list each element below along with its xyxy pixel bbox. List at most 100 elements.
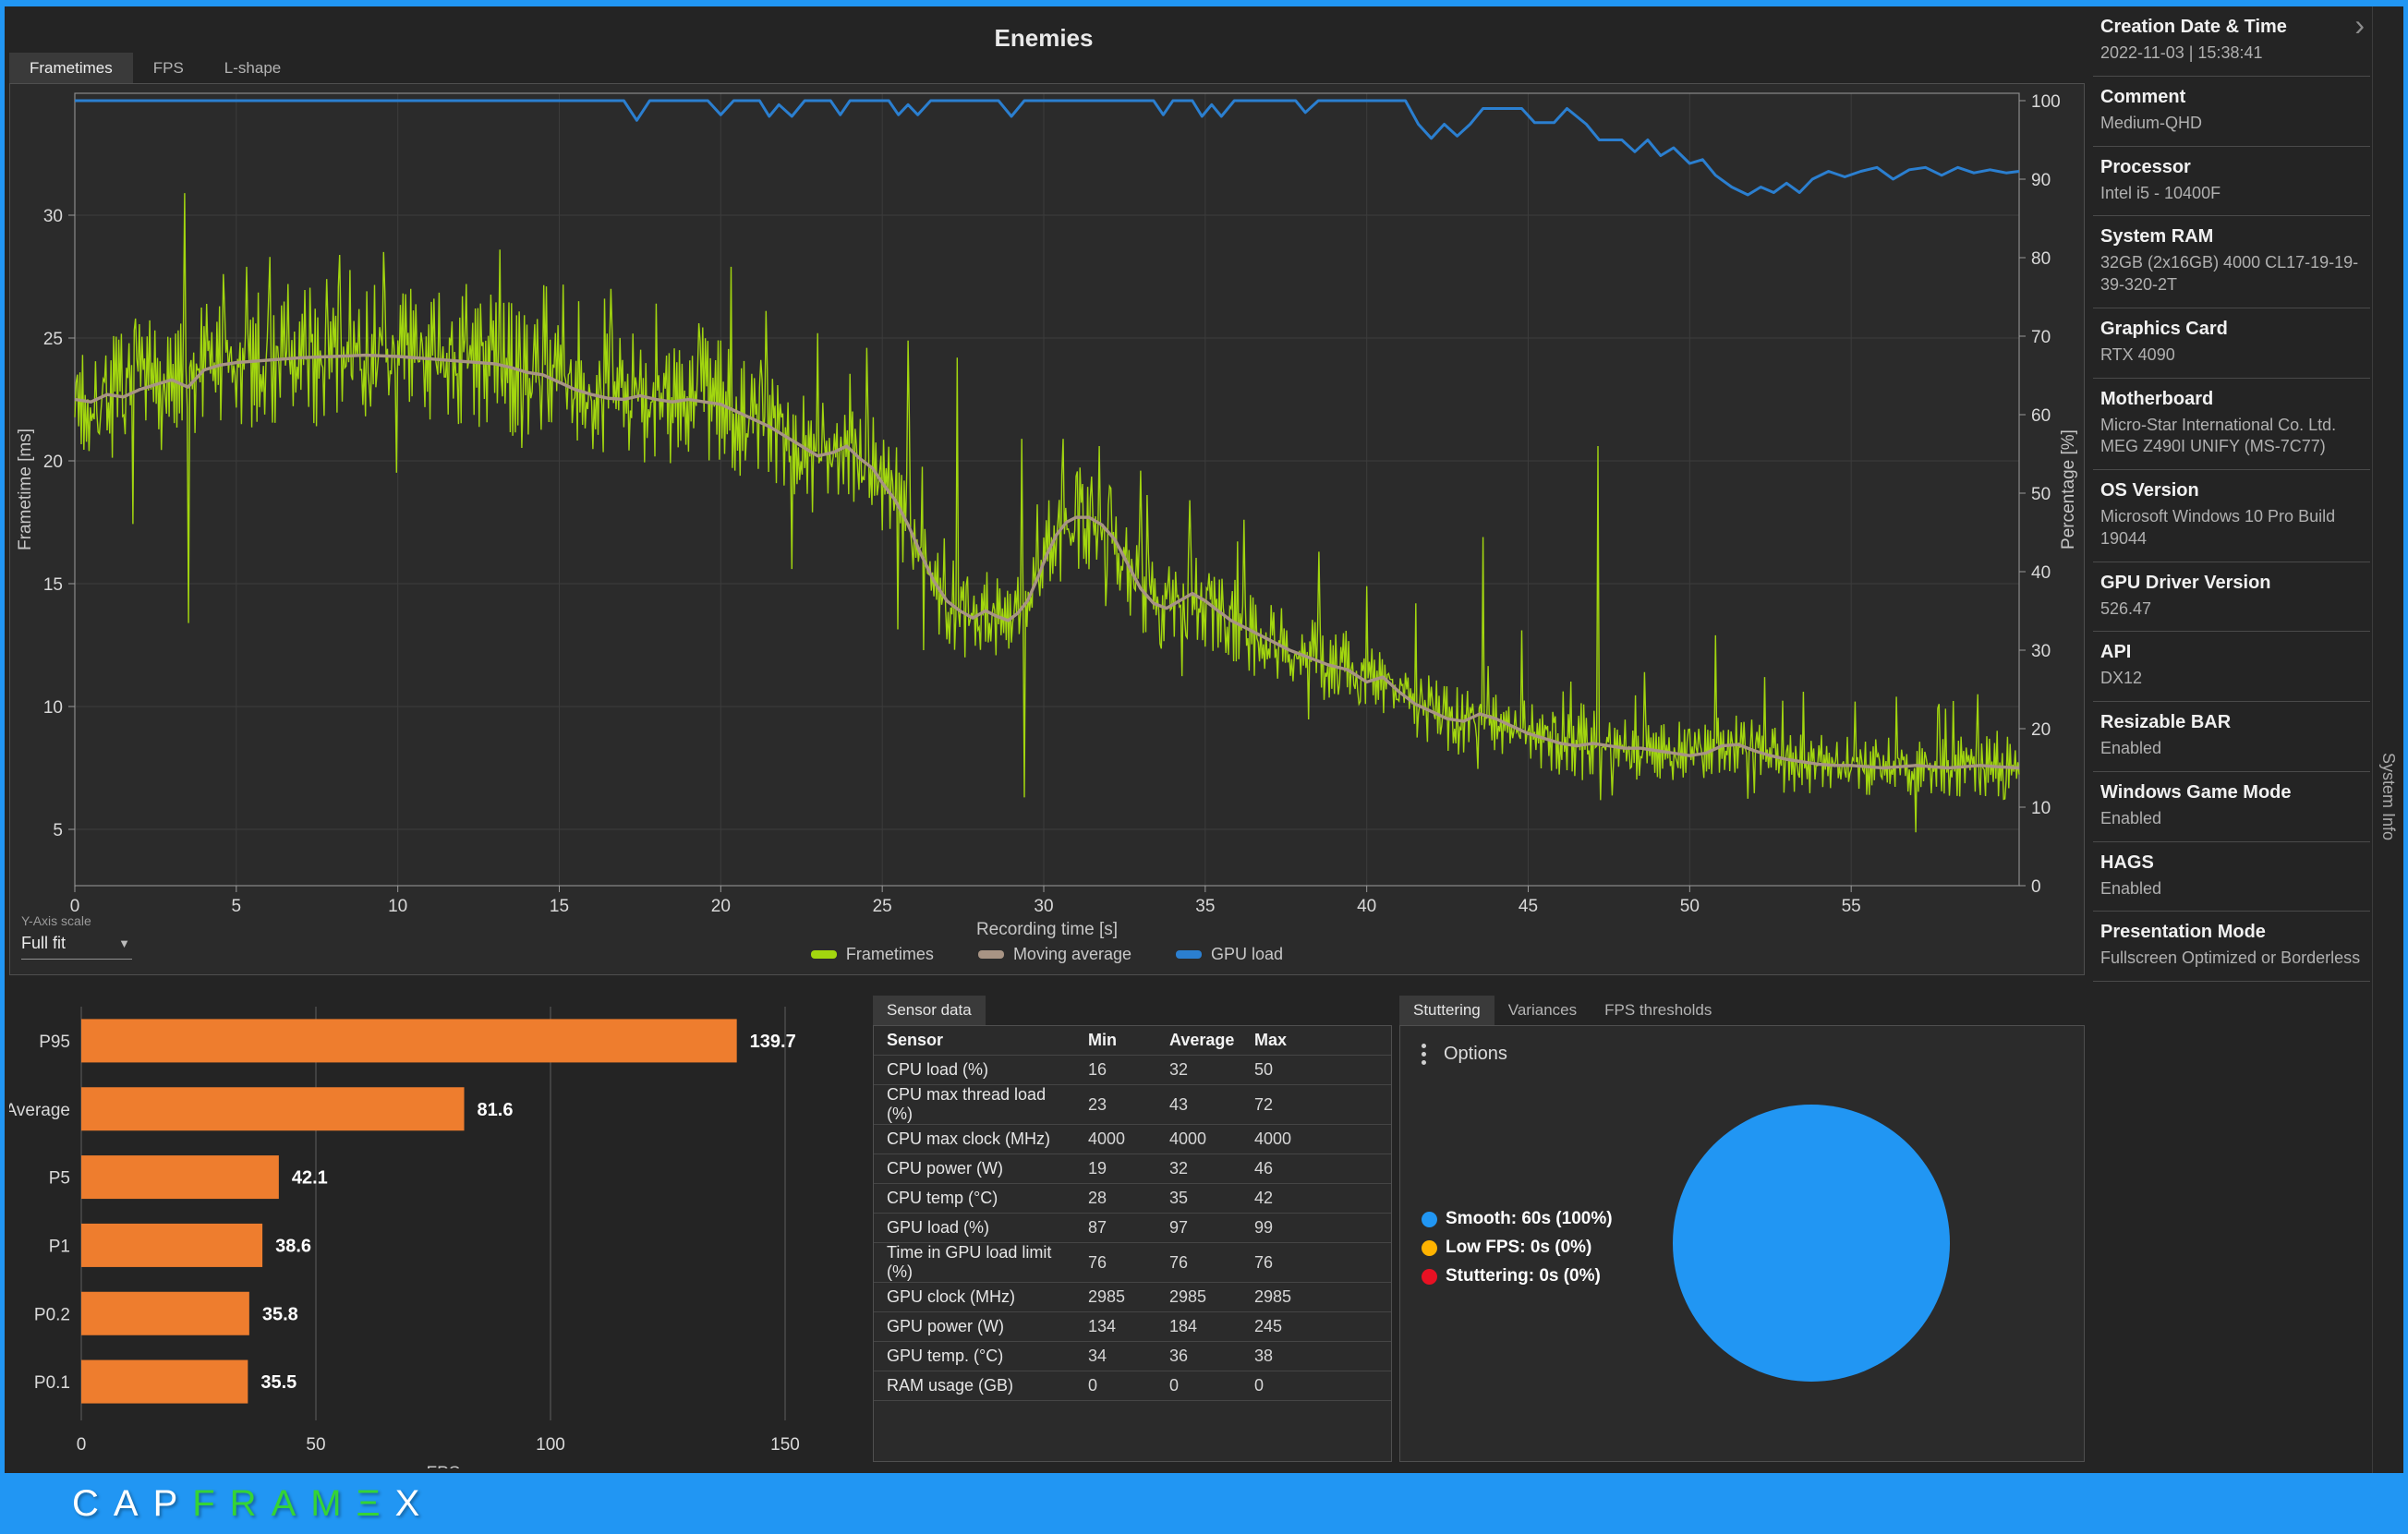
svg-text:20: 20 [43, 453, 63, 472]
table-row: GPU load (%) 87 97 99 [874, 1213, 1391, 1243]
svg-text:35.8: 35.8 [262, 1304, 298, 1324]
bar-p0-1 [81, 1359, 248, 1404]
sysinfo-item: HAGS Enabled [2093, 842, 2370, 912]
tab-fps-thresholds[interactable]: FPS thresholds [1604, 1001, 1712, 1019]
svg-text:Frametime [ms]: Frametime [ms] [16, 429, 35, 550]
svg-text:P0.2: P0.2 [34, 1305, 70, 1324]
svg-text:45: 45 [1519, 897, 1538, 916]
svg-text:35.5: 35.5 [260, 1372, 296, 1393]
chevron-down-icon: ▼ [118, 936, 130, 950]
options-label: Options [1444, 1044, 1507, 1064]
svg-text:80: 80 [2031, 249, 2051, 269]
svg-text:25: 25 [43, 330, 63, 349]
system-info-strip[interactable]: System Info [2372, 6, 2404, 1473]
svg-text:60: 60 [2031, 406, 2051, 426]
tab-l-shape[interactable]: L-shape [224, 58, 282, 77]
column-header: Min [1075, 1026, 1156, 1056]
sysinfo-item-title: Comment [2100, 86, 2186, 107]
sysinfo-item-title: Motherboard [2100, 388, 2214, 409]
sysinfo-item-title: Presentation Mode [2100, 922, 2266, 943]
sysinfo-item-value: Micro-Star International Co. Ltd. MEG Z4… [2100, 415, 2337, 456]
chevron-right-icon[interactable]: › [2354, 8, 2365, 42]
svg-text:FPS: FPS [427, 1464, 461, 1468]
table-row: CPU temp (°C) 28 35 42 [874, 1183, 1391, 1214]
sysinfo-item: Creation Date & Time 2022-11-03 | 15:38:4… [2093, 6, 2370, 77]
svg-text:P1: P1 [49, 1237, 70, 1256]
y-axis-scale-label: Y-Axis scale [21, 913, 91, 928]
sysinfo-item-title: Processor [2100, 156, 2191, 177]
window-border-left [0, 0, 5, 1534]
analysis-tabstrip: Stuttering Variances FPS thresholds [1399, 996, 1725, 1025]
sysinfo-item-title: GPU Driver Version [2100, 572, 2271, 593]
sysinfo-item: GPU Driver Version 526.47 [2093, 562, 2370, 633]
svg-text:30: 30 [2031, 642, 2051, 661]
sysinfo-item-value: Medium-QHD [2100, 113, 2203, 132]
svg-text:P0.1: P0.1 [34, 1373, 70, 1393]
frametime-chart: 0 5 10 15 20 25 30 35 40 45 50 55510152025300102030… [16, 92, 2078, 939]
bar-p0-2 [81, 1291, 249, 1335]
column-header: Sensor [874, 1026, 1075, 1056]
legend-item: GPU load [1176, 945, 1283, 964]
svg-text:P95: P95 [39, 1033, 70, 1052]
logo-segment: X [394, 1482, 435, 1524]
tab-variances[interactable]: Variances [1507, 1001, 1578, 1019]
legend-item: Moving average [977, 945, 1131, 964]
sysinfo-item-value: DX12 [2100, 669, 2143, 688]
options-row: Options [1419, 1041, 1507, 1068]
svg-text:5: 5 [232, 897, 242, 916]
bar-p95 [81, 1019, 737, 1063]
column-header: Average [1156, 1026, 1241, 1056]
svg-text:25: 25 [873, 897, 892, 916]
sysinfo-item-value: Enabled [2100, 739, 2162, 757]
sysinfo-item-value: Fullscreen Optimized or Borderless [2100, 948, 2361, 968]
stuttering-panel: Options Smooth: 60s (100%) Low FPS: 0s (0… [1399, 1025, 2085, 1462]
svg-text:139.7: 139.7 [750, 1032, 796, 1052]
table-row: GPU temp. (°C) 34 36 38 [874, 1341, 1391, 1371]
sysinfo-item-value: Enabled [2100, 808, 2162, 827]
svg-text:0: 0 [70, 897, 80, 916]
svg-text:10: 10 [43, 698, 63, 718]
tab-stuttering[interactable]: Stuttering [1399, 996, 1494, 1025]
svg-text:Average: Average [9, 1101, 70, 1120]
pie-slice-smooth [1673, 1105, 1950, 1382]
sysinfo-item: System RAM 32GB (2x16GB) 4000 CL17-19-19-… [2093, 216, 2370, 308]
svg-text:42.1: 42.1 [292, 1168, 328, 1189]
svg-text:15: 15 [550, 897, 569, 916]
legend-item: Frametimes [810, 945, 934, 964]
y-axis-scale-control: Y-Axis scale Full fit ▼ [21, 913, 141, 960]
frametime-chart-panel: 0 5 10 15 20 25 30 35 40 45 50 55 5 10 15 20 25 30 0 10 20 30… [9, 83, 2085, 975]
y-axis-scale-value: Full fit [21, 934, 67, 952]
logo-segment: FRAMΞ [192, 1482, 395, 1524]
svg-text:Recording time [s]: Recording time [s] [976, 920, 1118, 939]
legend-dot-icon [1422, 1211, 1437, 1227]
sysinfo-item-value: 32GB (2x16GB) 4000 CL17-19-19-39-320-2T [2100, 253, 2359, 294]
sysinfo-item: Motherboard Micro-Star International Co. … [2093, 379, 2370, 470]
kebab-menu-icon[interactable] [1419, 1041, 1429, 1068]
tab-fps[interactable]: FPS [152, 58, 184, 77]
table-row: CPU power (W) 19 32 46 [874, 1154, 1391, 1184]
sysinfo-item: Windows Game Mode Enabled [2093, 772, 2370, 842]
tab-frametimes[interactable]: Frametimes [9, 53, 133, 83]
sysinfo-item-title: Creation Date & Time [2100, 17, 2287, 37]
sysinfo-item-value: RTX 4090 [2100, 344, 2175, 364]
svg-text:50: 50 [1680, 897, 1700, 916]
svg-text:5: 5 [53, 821, 63, 840]
svg-text:10: 10 [2031, 799, 2051, 818]
svg-text:15: 15 [43, 575, 63, 595]
system-info-strip-label: System Info [2379, 753, 2398, 841]
sysinfo-item: Processor Intel i5 - 10400F [2093, 147, 2370, 217]
tab-sensor-data[interactable]: Sensor data [873, 996, 986, 1025]
page-title: Enemies [994, 24, 1094, 52]
sysinfo-item-value: Intel i5 - 10400F [2100, 183, 2221, 202]
legend-swatch [1176, 950, 1203, 959]
sysinfo-item-title: Graphics Card [2100, 318, 2228, 339]
y-axis-scale-dropdown[interactable]: Full fit ▼ [21, 928, 132, 960]
legend-dot-icon [1422, 1239, 1437, 1256]
svg-text:P5: P5 [49, 1169, 70, 1189]
sysinfo-item-title: OS Version [2100, 480, 2199, 501]
bar-p5 [81, 1155, 279, 1200]
sysinfo-item-value: 2022-11-03 | 15:38:41 [2100, 43, 2263, 62]
table-row: Time in GPU load limit (%) 76 76 76 [874, 1242, 1391, 1283]
table-row: GPU clock (MHz) 2985 2985 2985 [874, 1282, 1391, 1312]
